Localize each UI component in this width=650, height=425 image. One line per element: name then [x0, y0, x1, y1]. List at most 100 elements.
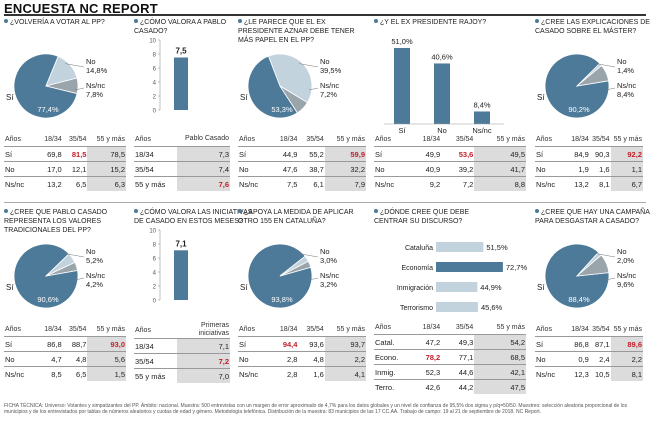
table-header-row: Años 18/34 35/54 55 y más: [535, 132, 643, 147]
chart-bar: Cataluña 51,5% Economía 72,7% Inmigración 44,…: [397, 242, 527, 312]
table-cell: 44,6: [441, 364, 475, 380]
pie-value-label-no: 1,4%: [617, 66, 634, 75]
table-cell: 8,1: [610, 366, 643, 381]
table-header: 55 y más: [613, 135, 642, 143]
question-text: ¿Apoya la medida de aplicar otro 155 en …: [238, 209, 354, 225]
table-cell: 41,7: [474, 161, 526, 177]
table-row: No 0,9 2,4 2,2: [535, 351, 643, 367]
panel-p4: ¿Y el ex presidente Rajoy? 51,0% Sí 40,6% No…: [374, 18, 530, 208]
table-cell: 47,2: [408, 334, 442, 350]
y-tick-label: 2: [153, 285, 157, 291]
table-row: No 47,6 38,7 32,2: [238, 161, 366, 177]
bullet-icon: [374, 209, 378, 213]
pie-label-no: No: [320, 57, 330, 66]
y-tick-label: 6: [153, 67, 157, 73]
table-cell: 8,1: [589, 176, 611, 191]
table-header: 18/34: [422, 135, 441, 143]
leader-line: [308, 87, 319, 91]
question-title: ¿Cree que hay una campaña para desgastar…: [535, 208, 650, 226]
table-cell: 1,1: [610, 161, 643, 177]
table-header-row: Años Primeras iniciativas: [134, 322, 230, 339]
table-header-row: Años 18/34 35/54 55 y más: [4, 132, 126, 147]
table-cell: 7,0: [176, 368, 230, 383]
table-cell: 12,3: [569, 366, 590, 381]
table-cell: 18/34: [134, 338, 177, 354]
table-cell: 87,1: [589, 336, 611, 352]
table-cell: 88,7: [62, 336, 88, 352]
table-cell: 2,8: [272, 351, 299, 367]
bar-category-label: Inmigración: [397, 285, 433, 292]
question-text: ¿Y el ex presidente Rajoy?: [380, 19, 487, 26]
pie-label-no: No: [617, 247, 627, 256]
bar: [174, 250, 188, 300]
table-cell: 35/54: [134, 161, 177, 177]
table-cell: Ns/nc: [374, 176, 408, 191]
leader-line: [74, 277, 85, 281]
pie-value-label-si: 53,3%: [271, 105, 293, 114]
pie-label-no: No: [320, 247, 330, 256]
pie-value-label-no: 2,0%: [617, 256, 634, 265]
table-row: No 17,0 12,1 15,2: [4, 161, 126, 177]
table-cell: 32,2: [324, 161, 366, 177]
table-cell: 49,3: [441, 334, 475, 350]
table-cell: 13,2: [569, 176, 590, 191]
pie-value-label-si: 88,4%: [568, 295, 590, 304]
leader-line: [299, 253, 319, 258]
table-cell: Ns/nc: [4, 176, 38, 191]
table-cell: 68,5: [474, 349, 526, 365]
table-cell: Sí: [238, 146, 272, 162]
table-header: Años: [375, 323, 391, 331]
table-header-row: Años 18/34 35/54 55 y más: [238, 322, 366, 337]
table-header: 18/34: [44, 325, 62, 333]
table-cell: Inmig.: [374, 364, 408, 380]
bullet-icon: [134, 19, 138, 23]
pie-slice-ns-nc: [45, 77, 79, 95]
table-row: Econo. 78,2 77,1 68,5: [374, 349, 526, 365]
bullet-icon: [134, 209, 138, 213]
table-cell: 8,8: [474, 176, 526, 191]
pie-slice-ns-nc: [279, 260, 312, 277]
table-cell: No: [374, 161, 408, 177]
bar-category-label: Ns/nc: [472, 126, 491, 135]
pie-value-label-no: 3,0%: [320, 256, 337, 265]
table-header: 18/34: [571, 135, 589, 143]
table-cell: 6,1: [298, 176, 325, 191]
table-cell: 2,2: [324, 351, 366, 367]
table-cell: Sí: [374, 146, 408, 162]
pie-value-label-nsnc: 9,6%: [617, 280, 634, 289]
table-cell: 89,6: [610, 336, 643, 352]
pie-label-si: Sí: [537, 93, 545, 102]
table-header: 18/34: [44, 135, 62, 143]
table-cell: 5,6: [87, 351, 126, 367]
pie-slice-ns-nc: [575, 254, 610, 277]
table-header: Primeras iniciativas: [198, 322, 229, 337]
table-cell: 10,5: [589, 366, 611, 381]
table-row: Sí 86,8 88,7 93,0: [4, 336, 126, 352]
table-cell: 15,2: [87, 161, 126, 177]
table-header: 35/54: [592, 325, 610, 333]
pie-label-no: No: [617, 57, 627, 66]
pie-value-label-nsnc: 4,2%: [86, 280, 103, 289]
pie-label-nsnc: Ns/nc: [320, 271, 339, 280]
pie-slice-no: [267, 53, 313, 104]
table-cell: 44,2: [441, 379, 475, 394]
y-tick-label: 10: [149, 229, 156, 235]
pie-value-label-si: 90,6%: [37, 295, 59, 304]
leader-line: [65, 63, 85, 68]
question-text: ¿Cree las explicaciones de Casado sobre …: [535, 19, 650, 35]
table-cell: 86,8: [38, 336, 63, 352]
breakdown-table: Años 18/34 35/54 55 y más Sí 69,8 81,5 78,5 No 17…: [4, 132, 126, 191]
leader-line: [596, 63, 616, 68]
pie-value-label-no: 39,5%: [320, 66, 342, 75]
table-cell: Ns/nc: [238, 366, 272, 381]
bar-si: [394, 47, 410, 124]
question-title: ¿Dónde cree que debe centrar su discurso…: [374, 208, 497, 226]
table-cell: 6,3: [87, 176, 126, 191]
table-row: No 40,9 39,2 41,7: [374, 161, 526, 177]
table-header: 55 y más: [496, 323, 525, 331]
question-text: ¿Le parece que el ex presidente Aznar de…: [238, 19, 355, 44]
panel-p7: ¿Cómo valora las iniciativas de Casado e…: [134, 208, 252, 398]
table-header: Años: [239, 325, 255, 333]
table-cell: 38,7: [298, 161, 325, 177]
table-row: Ns/nc 7,5 6,1 7,9: [238, 176, 366, 191]
